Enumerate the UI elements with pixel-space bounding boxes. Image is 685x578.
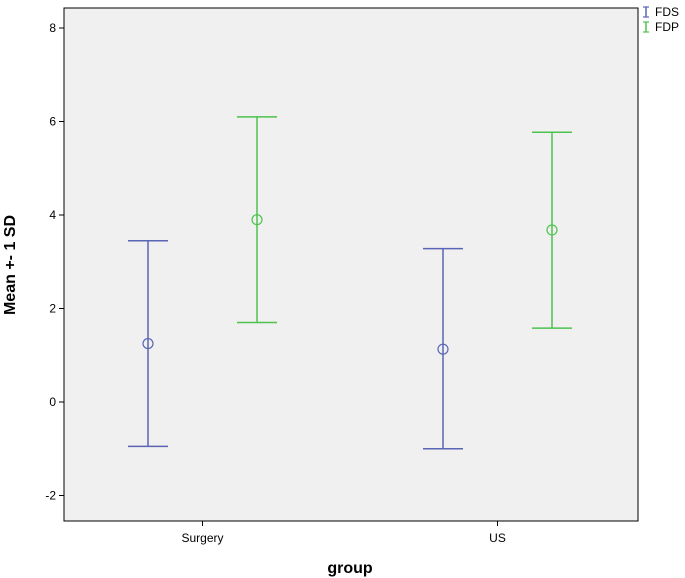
error-bar-fdp-surgery: [237, 116, 277, 324]
error-bar-fds-surgery: [128, 239, 168, 448]
y-tick-label: 4: [49, 208, 56, 222]
legend-label: FDS: [655, 5, 679, 19]
error-bar-fds-us: [423, 247, 463, 450]
legend-item-fds: FDS: [643, 5, 679, 19]
y-axis: -2 0 2 4 6 8: [45, 21, 64, 503]
x-axis-title: group: [327, 560, 373, 577]
mean-marker: [437, 343, 449, 355]
y-tick-label: 2: [49, 302, 56, 316]
y-tick-label: -2: [45, 489, 56, 503]
error-bar-fdp-us: [532, 131, 572, 329]
x-axis: Surgery US: [181, 521, 506, 545]
y-tick-label: 8: [49, 21, 56, 35]
legend-label: FDP: [655, 20, 679, 34]
mean-marker: [251, 214, 263, 226]
y-tick-label: 6: [49, 115, 56, 129]
mean-marker: [546, 224, 558, 236]
mean-marker: [142, 337, 154, 350]
y-axis-title: Mean +- 1 SD: [2, 215, 19, 315]
y-tick-label: 0: [49, 395, 56, 409]
x-tick-label: Surgery: [181, 531, 223, 545]
error-bars: [128, 116, 572, 450]
x-tick-label: US: [489, 531, 506, 545]
legend-item-fdp: FDP: [643, 20, 679, 34]
plot-area: [63, 7, 639, 522]
